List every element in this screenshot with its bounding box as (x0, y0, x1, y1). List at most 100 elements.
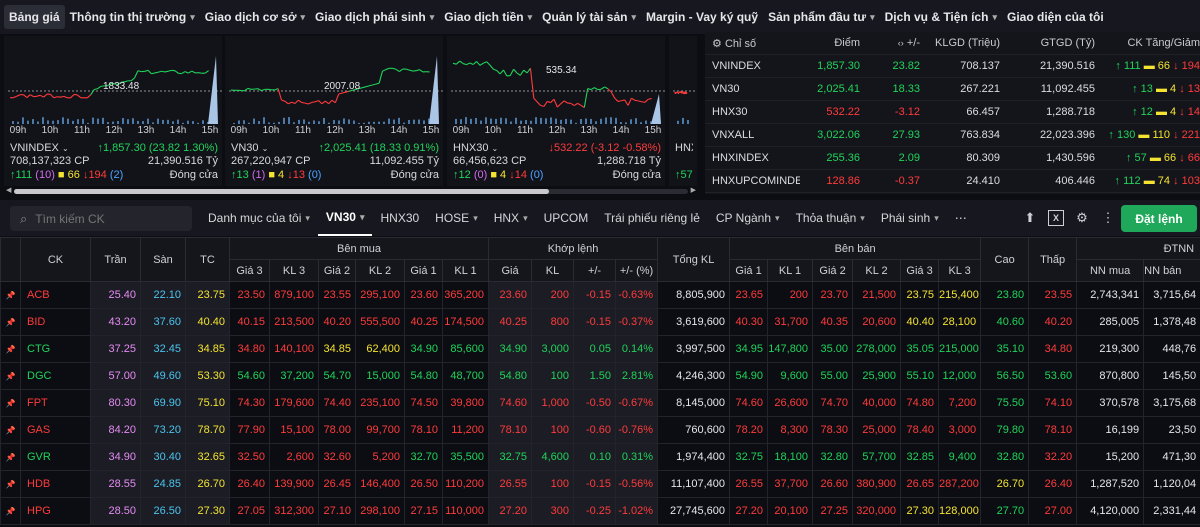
mini-chart-0[interactable]: 1833.48 09h 10h 11h 12h 13h 14h 15h VNINDEX ⌄ ↑1,… (4, 36, 222, 186)
index-col-header[interactable]: Điểm (834, 37, 860, 49)
index-col-header[interactable]: ‹› +/- (897, 37, 920, 49)
nav-item-1[interactable]: Thông tin thị trường ▾ (65, 5, 200, 29)
price-line-segment (556, 103, 562, 108)
foreign-sell-cell: 23,50 (1143, 416, 1200, 444)
pin-icon[interactable]: 📌 (0, 497, 21, 525)
table-row[interactable]: 📌 FPT 80.30 69.90 75.10 74.30 179,600 74.40 235,… (0, 389, 1200, 417)
table-row[interactable]: 📌 HDB 28.55 24.85 26.70 26.40 139,900 26.45 146,… (0, 470, 1200, 498)
tab-5[interactable]: UPCOM (536, 200, 597, 236)
price-line-segment (644, 98, 649, 103)
nav-item-2[interactable]: Giao dịch cơ sở ▾ (200, 5, 310, 29)
more-vertical-icon[interactable]: ⋮ (1101, 210, 1115, 225)
price-line-segment (641, 101, 645, 103)
scroll-top-icon[interactable]: ⬆ (1024, 210, 1036, 225)
tab-7[interactable]: CP Ngành ▾ (708, 200, 788, 236)
volume-bar (243, 120, 245, 124)
price-line-segment (600, 86, 605, 90)
nav-item-7[interactable]: Sản phẩm đầu tư ▾ (763, 5, 880, 29)
tab-4[interactable]: HNX ▾ (486, 200, 536, 236)
scrollbar-thumb[interactable] (14, 189, 549, 194)
advancers: ↑111 (10, 169, 33, 181)
price-line-segment (516, 72, 521, 76)
sub-col-header: NN mua (1076, 259, 1145, 282)
pin-icon[interactable]: 📌 (0, 470, 21, 498)
tab-6[interactable]: Trái phiếu riêng lẻ (596, 200, 708, 236)
chevron-down-icon[interactable]: ⌄ (261, 144, 269, 153)
price-line-segment (144, 69, 149, 72)
gear-icon[interactable]: ⚙ (1076, 210, 1088, 225)
index-col-header[interactable]: GTGD (Tỷ) (1040, 37, 1095, 49)
table-row[interactable]: 📌 CTG 37.25 32.45 34.85 34.80 140,100 34.85 62,4… (0, 335, 1200, 363)
volume-bar (72, 120, 74, 124)
tab-9[interactable]: Phái sinh ▾ (873, 200, 947, 236)
table-row[interactable]: 📌 DGC 57.00 49.60 53.30 54.60 37,200 54.70 15,00… (0, 362, 1200, 390)
tab-8[interactable]: Thỏa thuận ▾ (788, 200, 873, 236)
pin-icon[interactable]: 📌 (0, 335, 21, 363)
cell-hi: 75.50 (980, 389, 1030, 417)
table-row[interactable]: 📌 GAS 84.20 73.20 78.70 77.90 15,100 78.00 99,70… (0, 416, 1200, 444)
index-row[interactable]: HNXINDEX 255.36 2.09 80.309 1,430.596 ↑ 57 ▬ … (705, 147, 1200, 170)
swap-icon[interactable]: ‹› (897, 38, 904, 48)
mini-chart-scrollbar[interactable]: ◀ ▶ (6, 187, 696, 195)
volume-bar (187, 120, 189, 124)
table-row[interactable]: 📌 GVR 34.90 30.40 32.65 32.50 2,600 32.60 5,200 3… (0, 443, 1200, 471)
mini-chart-breadth-row: ↑57 (675, 169, 693, 182)
index-row[interactable]: VNXALL 3,022.06 27.93 763.834 22,023.396 ↑ 13… (705, 124, 1200, 147)
cell-b1: 32.70 (404, 443, 443, 471)
symbol-cell: GAS (20, 416, 91, 444)
cell-s2: 26.60 (812, 470, 854, 498)
table-row[interactable]: 📌 ACB 25.40 22.10 23.75 23.50 879,100 23.55 295,… (0, 281, 1200, 309)
chevron-down-icon: ▾ (300, 11, 306, 22)
price-line-segment (154, 71, 159, 74)
price-line-segment (634, 99, 639, 102)
pin-icon[interactable]: 📌 (0, 389, 21, 417)
gear-icon[interactable]: ⚙ (712, 37, 722, 50)
cell-s2: 23.70 (812, 281, 854, 309)
table-row[interactable]: 📌 BID 43.20 37.60 40.40 40.15 213,500 40.20 555,… (0, 308, 1200, 336)
nav-item-3[interactable]: Giao dịch phái sinh ▾ (310, 5, 439, 29)
index-col-header[interactable]: KLGD (Triệu) (935, 37, 1000, 49)
top-navigation: Bảng giá Thông tin thị trường ▾ Giao dịch c… (0, 0, 1200, 34)
nav-item-0[interactable]: Bảng giá (4, 5, 65, 29)
cell-bk2: 555,500 (355, 308, 405, 336)
stock-search-box[interactable]: ⌕ (10, 206, 192, 231)
mini-chart-3[interactable]: HNX ↑57 (669, 36, 697, 186)
tab-10[interactable]: ⋯ (947, 200, 975, 236)
tab-2[interactable]: HNX30 (372, 200, 427, 236)
price-line-segment (161, 70, 165, 73)
nav-item-6[interactable]: Margin - Vay ký quỹ (641, 5, 763, 29)
table-row[interactable]: 📌 HPG 28.50 26.50 27.30 27.05 312,300 27.10 298,… (0, 497, 1200, 525)
index-row[interactable]: VN30 2,025.41 18.33 267.221 11,092.455 ↑ 13 ▬… (705, 78, 1200, 101)
nav-item-8[interactable]: Dịch vụ & Tiện ích ▾ (880, 5, 1002, 29)
nav-item-5[interactable]: Quản lý tài sản ▾ (537, 5, 641, 29)
mini-chart-2[interactable]: 535.34 09h 10h 11h 12h 13h 14h 15h HNX30 ⌄ ↓532.2… (447, 36, 665, 186)
mini-chart-volume-row: 708,137,323 CP 21,390.516 Tỷ (10, 155, 218, 168)
scroll-right-icon[interactable]: ▶ (690, 187, 696, 194)
excel-export-icon[interactable]: X (1048, 210, 1064, 226)
pin-icon[interactable]: 📌 (0, 281, 21, 309)
index-row[interactable]: VNINDEX 1,857.30 23.82 708.137 21,390.516 ↑ 1… (705, 55, 1200, 78)
tab-1[interactable]: VN30 ▾ (317, 200, 373, 236)
ceiling-cell: 37.25 (90, 335, 141, 363)
index-row[interactable]: HNX30 532.22 -3.12 66.457 1,288.718 ↑ 12 ▬ 4 … (705, 101, 1200, 124)
tab-3[interactable]: HOSE ▾ (427, 200, 486, 236)
index-row[interactable]: HNXUPCOMINDEX 128.86 -0.37 24.410 406.446 ↑ 1… (705, 170, 1200, 193)
place-order-button[interactable]: Đặt lệnh (1121, 205, 1197, 232)
stock-search-input[interactable] (35, 211, 166, 226)
nav-item-9[interactable]: Giao diện của tôi (1002, 5, 1109, 29)
chevron-down-icon[interactable]: ⌄ (61, 144, 69, 153)
pin-icon[interactable]: 📌 (0, 443, 21, 471)
tab-0[interactable]: Danh mục của tôi ▾ (200, 200, 318, 236)
index-col-header[interactable]: ⚙ Chỉ số (712, 37, 757, 50)
mini-chart-1[interactable]: 2007.08 09h 10h 11h 12h 13h 14h 15h VN30 ⌄ ↑2,025… (225, 36, 443, 186)
time-tick: 09h (230, 125, 248, 136)
chevron-down-icon[interactable]: ⌄ (491, 144, 499, 153)
pin-icon[interactable]: 📌 (0, 362, 21, 390)
index-col-header[interactable]: CK Tăng/Giảm (1127, 37, 1200, 49)
ceiling-cell: 84.20 (90, 416, 141, 444)
nav-item-4[interactable]: Giao dịch tiền ▾ (439, 5, 537, 29)
cell-b1: 78.10 (404, 416, 443, 444)
scroll-left-icon[interactable]: ◀ (6, 187, 12, 194)
pin-icon[interactable]: 📌 (0, 308, 21, 336)
pin-icon[interactable]: 📌 (0, 416, 21, 444)
